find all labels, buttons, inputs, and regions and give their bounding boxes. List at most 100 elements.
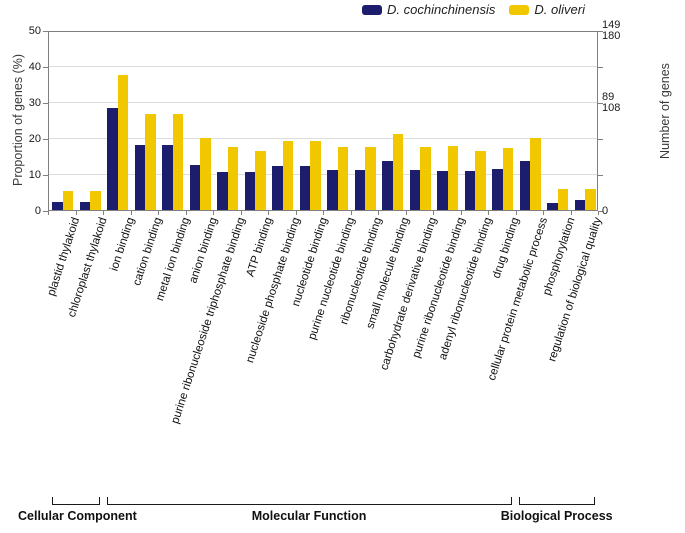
bar-oliveri-14 bbox=[420, 147, 431, 210]
bar-oliveri-11 bbox=[337, 147, 348, 210]
right-axis-value: 180 bbox=[602, 30, 621, 42]
bar-cochinchinensis-12 bbox=[354, 170, 365, 210]
bar-oliveri-3 bbox=[117, 74, 128, 210]
bar-cochinchinensis-5 bbox=[162, 144, 173, 210]
bar-oliveri-2 bbox=[90, 190, 101, 210]
bar-oliveri-8 bbox=[255, 151, 266, 210]
bar-cochinchinensis-6 bbox=[189, 164, 200, 210]
bar-oliveri-6 bbox=[200, 138, 211, 210]
bar-oliveri-7 bbox=[227, 147, 238, 210]
x-tick-15 bbox=[460, 211, 462, 215]
bar-cochinchinensis-3 bbox=[107, 108, 118, 210]
bar-cochinchinensis-8 bbox=[244, 171, 255, 210]
group-label-2: Molecular Function bbox=[251, 509, 367, 523]
bar-oliveri-5 bbox=[172, 114, 183, 210]
left-tick-10 bbox=[43, 175, 48, 176]
legend-swatch-cochinchinensis-icon bbox=[362, 4, 382, 15]
bar-oliveri-19 bbox=[557, 189, 568, 210]
right-tick-10 bbox=[598, 175, 603, 176]
right-tick-20 bbox=[598, 139, 603, 140]
x-label-17: drug binding bbox=[491, 216, 523, 280]
group-bracket-2 bbox=[106, 497, 512, 505]
bar-oliveri-12 bbox=[365, 147, 376, 210]
right-axis-label-2: 0 bbox=[602, 204, 609, 217]
right-axis-label-0: 149 180 bbox=[602, 20, 620, 42]
x-tick-9 bbox=[295, 211, 297, 215]
x-tick-10 bbox=[323, 211, 324, 215]
bar-cochinchinensis-10 bbox=[299, 165, 310, 210]
right-axis-value: 89 bbox=[602, 91, 615, 103]
x-tick-20 bbox=[598, 211, 599, 215]
legend-label-cochinchinensis: D. cochinchinensis bbox=[387, 2, 496, 17]
bar-oliveri-9 bbox=[282, 140, 293, 210]
x-label-4: cation binding bbox=[131, 216, 165, 288]
plot-area bbox=[48, 31, 598, 211]
x-tick-7 bbox=[240, 211, 242, 215]
bar-cochinchinensis-4 bbox=[134, 144, 145, 210]
bar-cochinchinensis-11 bbox=[327, 170, 338, 210]
bar-cochinchinensis-20 bbox=[574, 199, 585, 210]
legend-swatch-oliveri-icon bbox=[509, 4, 530, 15]
bar-cochinchinensis-14 bbox=[409, 170, 420, 210]
group-label-3: Biological Process bbox=[500, 509, 613, 523]
chart-legend: D. cochinchinensis D. oliveri bbox=[362, 2, 585, 17]
x-tick-3 bbox=[130, 211, 132, 215]
right-tick-40 bbox=[598, 67, 603, 68]
left-tick-label-20: 20 bbox=[28, 133, 41, 145]
left-tick-30 bbox=[43, 103, 48, 104]
left-tick-label-10: 10 bbox=[28, 169, 41, 181]
group-label-1: Cellular Component bbox=[18, 509, 137, 523]
bar-cochinchinensis-16 bbox=[464, 171, 475, 210]
left-tick-0 bbox=[43, 211, 48, 212]
bar-cochinchinensis-2 bbox=[79, 201, 90, 210]
gridline-40 bbox=[49, 66, 597, 67]
bar-oliveri-13 bbox=[392, 134, 403, 210]
x-label-18: cellular protein metabolic process bbox=[485, 216, 550, 383]
x-tick-5 bbox=[185, 211, 187, 215]
right-axis-label-1: 89 108 bbox=[602, 92, 620, 114]
left-tick-label-50: 50 bbox=[28, 25, 41, 37]
x-tick-2 bbox=[103, 211, 104, 215]
bar-cochinchinensis-18 bbox=[519, 160, 530, 210]
x-tick-1 bbox=[75, 211, 77, 215]
left-tick-label-0: 0 bbox=[34, 205, 41, 217]
gridline-30 bbox=[49, 102, 597, 103]
bar-oliveri-10 bbox=[310, 140, 321, 210]
legend-item-cochinchinensis: D. cochinchinensis bbox=[362, 2, 495, 17]
x-tick-4 bbox=[158, 211, 159, 215]
x-label-20: regulation of biological quality bbox=[546, 216, 605, 364]
gridline-20 bbox=[49, 138, 597, 139]
x-label-6: anion binding bbox=[187, 216, 220, 285]
left-tick-40 bbox=[43, 67, 48, 68]
bar-cochinchinensis-1 bbox=[52, 201, 63, 210]
gridline-10 bbox=[49, 174, 597, 175]
group-bracket-3 bbox=[519, 497, 595, 505]
bar-cochinchinensis-7 bbox=[217, 171, 228, 210]
right-axis-value: 149 bbox=[602, 19, 621, 31]
x-tick-14 bbox=[433, 211, 434, 215]
bar-oliveri-18 bbox=[530, 138, 541, 210]
right-axis-value: 0 bbox=[602, 204, 609, 217]
right-axis-value: 108 bbox=[602, 102, 621, 114]
left-tick-20 bbox=[43, 139, 48, 140]
x-tick-16 bbox=[488, 211, 489, 215]
right-tick-30 bbox=[598, 103, 603, 104]
bar-cochinchinensis-17 bbox=[492, 169, 503, 210]
x-tick-17 bbox=[515, 211, 517, 215]
bar-cochinchinensis-13 bbox=[382, 161, 393, 210]
bar-oliveri-20 bbox=[585, 189, 596, 210]
x-tick-11 bbox=[350, 211, 352, 215]
bar-oliveri-16 bbox=[475, 151, 486, 210]
bar-oliveri-17 bbox=[502, 148, 513, 210]
bar-oliveri-15 bbox=[447, 146, 458, 210]
x-tick-19 bbox=[570, 211, 572, 215]
x-label-3: ion binding bbox=[108, 216, 138, 273]
left-tick-50 bbox=[43, 31, 48, 32]
right-axis-title: Number of genes bbox=[658, 63, 672, 159]
legend-label-oliveri: D. oliveri bbox=[534, 2, 585, 17]
x-tick-13 bbox=[405, 211, 407, 215]
x-label-8: ATP binding bbox=[244, 216, 275, 279]
x-tick-6 bbox=[213, 211, 214, 215]
group-bracket-1 bbox=[51, 497, 100, 505]
